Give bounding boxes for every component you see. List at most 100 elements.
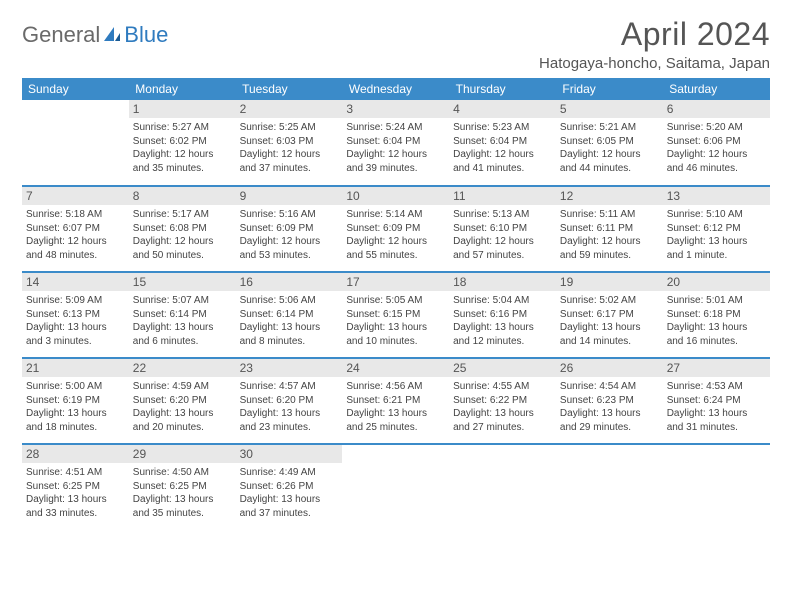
day-details: Sunrise: 5:11 AMSunset: 6:11 PMDaylight:… [560, 208, 659, 262]
day-details: Sunrise: 4:53 AMSunset: 6:24 PMDaylight:… [667, 380, 766, 434]
day-number: 8 [129, 187, 236, 205]
day-details: Sunrise: 5:02 AMSunset: 6:17 PMDaylight:… [560, 294, 659, 348]
day-details: Sunrise: 5:18 AMSunset: 6:07 PMDaylight:… [26, 208, 125, 262]
calendar-row: 28 Sunrise: 4:51 AMSunset: 6:25 PMDayligh… [22, 444, 770, 530]
calendar-cell: 28 Sunrise: 4:51 AMSunset: 6:25 PMDayligh… [22, 444, 129, 530]
day-details: Sunrise: 4:55 AMSunset: 6:22 PMDaylight:… [453, 380, 552, 434]
calendar-row: 21 Sunrise: 5:00 AMSunset: 6:19 PMDayligh… [22, 358, 770, 444]
day-details: Sunrise: 5:09 AMSunset: 6:13 PMDaylight:… [26, 294, 125, 348]
calendar-page: General Blue April 2024 Hatogaya-honcho,… [0, 0, 792, 546]
day-details: Sunrise: 5:07 AMSunset: 6:14 PMDaylight:… [133, 294, 232, 348]
day-details: Sunrise: 4:51 AMSunset: 6:25 PMDaylight:… [26, 466, 125, 520]
weekday-header: Monday [129, 78, 236, 100]
day-number: 11 [449, 187, 556, 205]
day-details: Sunrise: 5:05 AMSunset: 6:15 PMDaylight:… [346, 294, 445, 348]
day-number: 7 [22, 187, 129, 205]
calendar-cell: 15Sunrise: 5:07 AMSunset: 6:14 PMDayligh… [129, 272, 236, 358]
weekday-header: Friday [556, 78, 663, 100]
calendar-cell: 22 Sunrise: 4:59 AMSunset: 6:20 PMDayligh… [129, 358, 236, 444]
calendar-cell: 11 Sunrise: 5:13 AMSunset: 6:10 PMDayligh… [449, 186, 556, 272]
day-details: Sunrise: 5:00 AMSunset: 6:19 PMDaylight:… [26, 380, 125, 434]
calendar-cell: 30 Sunrise: 4:49 AMSunset: 6:26 PMDayligh… [236, 444, 343, 530]
calendar-cell: 10Sunrise: 5:14 AMSunset: 6:09 PMDayligh… [342, 186, 449, 272]
day-details: Sunrise: 4:50 AMSunset: 6:25 PMDaylight:… [133, 466, 232, 520]
day-number: 13 [663, 187, 770, 205]
day-details: Sunrise: 5:13 AMSunset: 6:10 PMDaylight:… [453, 208, 552, 262]
calendar-cell: 1Sunrise: 5:27 AMSunset: 6:02 PMDaylight… [129, 100, 236, 186]
calendar-cell: 13 Sunrise: 5:10 AMSunset: 6:12 PMDayligh… [663, 186, 770, 272]
calendar-cell: 7 Sunrise: 5:18 AMSunset: 6:07 PMDaylight… [22, 186, 129, 272]
day-number: 24 [342, 359, 449, 377]
day-number: 5 [556, 100, 663, 118]
calendar-cell: 9 Sunrise: 5:16 AMSunset: 6:09 PMDaylight… [236, 186, 343, 272]
calendar-row: 1Sunrise: 5:27 AMSunset: 6:02 PMDaylight… [22, 100, 770, 186]
calendar-cell [556, 444, 663, 530]
day-number: 25 [449, 359, 556, 377]
day-number: 29 [129, 445, 236, 463]
calendar-cell: 16 Sunrise: 5:06 AMSunset: 6:14 PMDayligh… [236, 272, 343, 358]
day-number: 22 [129, 359, 236, 377]
day-number: 4 [449, 100, 556, 118]
calendar-cell [22, 100, 129, 186]
day-details: Sunrise: 4:49 AMSunset: 6:26 PMDaylight:… [240, 466, 339, 520]
calendar-cell: 5 Sunrise: 5:21 AMSunset: 6:05 PMDaylight… [556, 100, 663, 186]
day-details: Sunrise: 4:57 AMSunset: 6:20 PMDaylight:… [240, 380, 339, 434]
day-number: 9 [236, 187, 343, 205]
day-number: 12 [556, 187, 663, 205]
calendar-cell [663, 444, 770, 530]
day-details: Sunrise: 5:01 AMSunset: 6:18 PMDaylight:… [667, 294, 766, 348]
day-number: 18 [449, 273, 556, 291]
calendar-cell: 17 Sunrise: 5:05 AMSunset: 6:15 PMDayligh… [342, 272, 449, 358]
title-block: April 2024 Hatogaya-honcho, Saitama, Jap… [539, 16, 770, 72]
page-title: April 2024 [539, 16, 770, 53]
day-details: Sunrise: 5:24 AMSunset: 6:04 PMDaylight:… [346, 121, 445, 175]
calendar-cell: 14 Sunrise: 5:09 AMSunset: 6:13 PMDayligh… [22, 272, 129, 358]
logo-sail-icon [102, 25, 122, 45]
calendar-cell: 24 Sunrise: 4:56 AMSunset: 6:21 PMDayligh… [342, 358, 449, 444]
day-details: Sunrise: 5:16 AMSunset: 6:09 PMDaylight:… [240, 208, 339, 262]
day-details: Sunrise: 4:59 AMSunset: 6:20 PMDaylight:… [133, 380, 232, 434]
location-text: Hatogaya-honcho, Saitama, Japan [539, 55, 770, 72]
day-details: Sunrise: 5:17 AMSunset: 6:08 PMDaylight:… [133, 208, 232, 262]
weekday-header: Thursday [449, 78, 556, 100]
day-details: Sunrise: 5:10 AMSunset: 6:12 PMDaylight:… [667, 208, 766, 262]
day-number: 16 [236, 273, 343, 291]
calendar-cell: 26 Sunrise: 4:54 AMSunset: 6:23 PMDayligh… [556, 358, 663, 444]
day-details: Sunrise: 5:14 AMSunset: 6:09 PMDaylight:… [346, 208, 445, 262]
calendar-cell: 6 Sunrise: 5:20 AMSunset: 6:06 PMDaylight… [663, 100, 770, 186]
day-number: 19 [556, 273, 663, 291]
day-number: 6 [663, 100, 770, 118]
day-details: Sunrise: 5:04 AMSunset: 6:16 PMDaylight:… [453, 294, 552, 348]
logo-text-blue: Blue [124, 22, 168, 48]
day-number: 2 [236, 100, 343, 118]
day-number: 21 [22, 359, 129, 377]
calendar-row: 7 Sunrise: 5:18 AMSunset: 6:07 PMDaylight… [22, 186, 770, 272]
day-details: Sunrise: 4:56 AMSunset: 6:21 PMDaylight:… [346, 380, 445, 434]
day-number: 28 [22, 445, 129, 463]
day-number: 27 [663, 359, 770, 377]
day-number: 20 [663, 273, 770, 291]
calendar-cell: 29 Sunrise: 4:50 AMSunset: 6:25 PMDayligh… [129, 444, 236, 530]
day-details: Sunrise: 5:20 AMSunset: 6:06 PMDaylight:… [667, 121, 766, 175]
day-number: 30 [236, 445, 343, 463]
logo-text-general: General [22, 22, 100, 48]
logo: General Blue [22, 22, 168, 48]
day-details: Sunrise: 5:23 AMSunset: 6:04 PMDaylight:… [453, 121, 552, 175]
day-details: Sunrise: 4:54 AMSunset: 6:23 PMDaylight:… [560, 380, 659, 434]
day-number: 14 [22, 273, 129, 291]
calendar-cell: 3Sunrise: 5:24 AMSunset: 6:04 PMDaylight… [342, 100, 449, 186]
calendar-cell [449, 444, 556, 530]
day-number: 17 [342, 273, 449, 291]
weekday-header: Saturday [663, 78, 770, 100]
calendar-cell: 27 Sunrise: 4:53 AMSunset: 6:24 PMDayligh… [663, 358, 770, 444]
day-details: Sunrise: 5:21 AMSunset: 6:05 PMDaylight:… [560, 121, 659, 175]
weekday-header-row: Sunday Monday Tuesday Wednesday Thursday… [22, 78, 770, 100]
calendar-cell: 20 Sunrise: 5:01 AMSunset: 6:18 PMDayligh… [663, 272, 770, 358]
calendar-cell: 19 Sunrise: 5:02 AMSunset: 6:17 PMDayligh… [556, 272, 663, 358]
day-details: Sunrise: 5:06 AMSunset: 6:14 PMDaylight:… [240, 294, 339, 348]
weekday-header: Tuesday [236, 78, 343, 100]
weekday-header: Wednesday [342, 78, 449, 100]
calendar-cell: 8 Sunrise: 5:17 AMSunset: 6:08 PMDaylight… [129, 186, 236, 272]
day-number: 26 [556, 359, 663, 377]
day-details: Sunrise: 5:27 AMSunset: 6:02 PMDaylight:… [133, 121, 232, 175]
